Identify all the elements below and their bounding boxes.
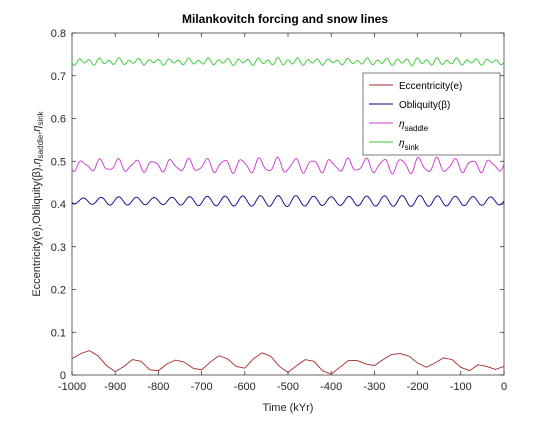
y-tick-label: 0.7 (51, 71, 66, 83)
y-tick-label: 0.2 (51, 285, 66, 297)
x-tick-label: -1000 (58, 381, 86, 393)
series-line (71, 195, 505, 208)
y-tick-label: 0.8 (51, 28, 66, 40)
legend-label: Obliquity(β) (399, 100, 450, 111)
legend-label: ηsink (399, 138, 420, 152)
series-lines (71, 57, 505, 375)
x-tick-label: -800 (147, 381, 169, 393)
x-tick-label: -500 (277, 381, 299, 393)
series-line (71, 57, 505, 67)
y-tick-label: 0.1 (51, 327, 66, 339)
x-tick-label: -900 (104, 381, 126, 393)
x-tick-label: 0 (501, 381, 507, 393)
x-axis-label: Time (kYr) (263, 402, 314, 414)
y-axis: 0 0.1 0.2 0.3 0.4 0.5 0.6 0.7 0.8 (51, 28, 504, 382)
svg-text:Eccentricity(e),Obliquity(β),η: Eccentricity(e),Obliquity(β),ηsaddle,ηsi… (31, 110, 45, 296)
x-tick-label: -600 (234, 381, 256, 393)
x-tick-label: -300 (363, 381, 385, 393)
x-tick-label: -100 (450, 381, 472, 393)
x-axis: -1000 -900 -800 -700 -600 -500 -400 -300 -200 -10… (58, 33, 507, 393)
y-tick-label: 0.3 (51, 242, 66, 254)
legend-label: Eccentricity(e) (399, 81, 462, 92)
y-axis-label: Eccentricity(e),Obliquity(β),ηsaddle,ηsi… (31, 110, 45, 296)
series-line (71, 350, 505, 375)
y-tick-label: 0.6 (51, 114, 66, 126)
legend-box (362, 72, 501, 156)
legend: Eccentricity(e) Obliquity(β) ηsaddle ηsink (362, 72, 501, 156)
series-line (71, 156, 505, 175)
legend-label: ηsaddle (399, 119, 429, 133)
y-tick-label: 0 (60, 370, 66, 382)
chart-title: Milankovitch forcing and snow lines (182, 12, 388, 26)
y-tick-label: 0.5 (51, 156, 66, 168)
x-tick-label: -700 (191, 381, 213, 393)
x-tick-label: -400 (320, 381, 342, 393)
y-tick-label: 0.4 (51, 199, 66, 211)
x-tick-label: -200 (407, 381, 429, 393)
